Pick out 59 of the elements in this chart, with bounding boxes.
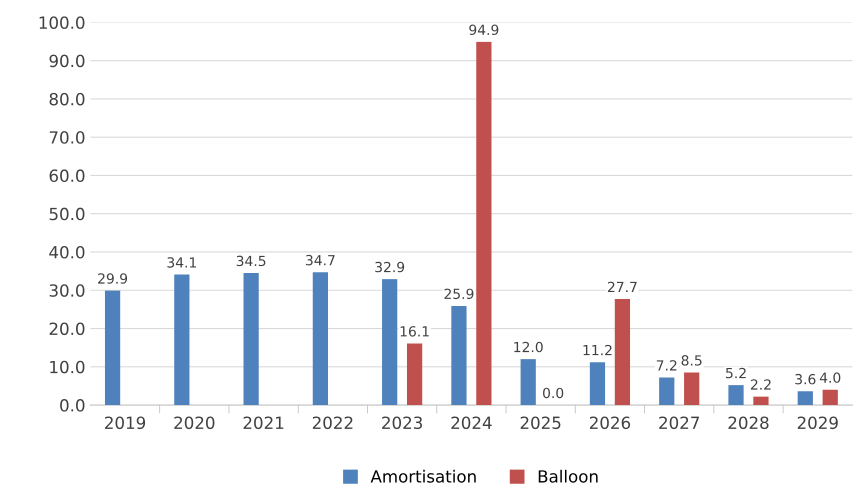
bar (104, 290, 120, 406)
bar (174, 274, 190, 406)
x-tick-label: 2027 (659, 416, 699, 430)
data-label: 8.5 (682, 355, 702, 366)
y-tick-label: 10.0 (50, 360, 84, 374)
data-label: 3.6 (795, 374, 816, 384)
bar (520, 359, 536, 406)
bar (684, 372, 700, 406)
data-label: 34.7 (306, 254, 335, 266)
data-label: 25.9 (444, 288, 474, 300)
x-tick-label: 2022 (312, 416, 352, 430)
bar (312, 272, 328, 406)
x-tick-label: 2028 (728, 416, 769, 430)
bar (753, 396, 769, 406)
bar (728, 385, 744, 406)
y-tick-label: 20.0 (50, 322, 84, 336)
bar (476, 42, 492, 406)
data-label: 34.1 (167, 257, 196, 268)
x-tick-label: 2019 (105, 416, 146, 430)
bar (406, 343, 422, 406)
data-label: 16.1 (400, 326, 429, 337)
x-tick-label: 2024 (451, 416, 492, 430)
y-tick-label: 0.0 (60, 399, 84, 412)
data-label: 94.9 (469, 24, 498, 36)
bar (243, 273, 259, 406)
y-tick-label: 40.0 (49, 246, 84, 259)
bar (614, 299, 630, 406)
data-label: 27.7 (608, 282, 637, 292)
bar (822, 390, 838, 406)
y-tick-label: 90.0 (49, 54, 84, 68)
bar (451, 306, 467, 406)
data-label: 29.9 (98, 273, 128, 284)
data-label: 32.9 (375, 262, 404, 272)
bar (590, 362, 606, 406)
legend-label: Balloon (538, 470, 598, 483)
x-tick-label: 2029 (798, 416, 838, 430)
x-tick-label: 2021 (244, 416, 284, 430)
x-tick-label: 2023 (382, 416, 422, 430)
x-tick-label: 2020 (174, 416, 214, 430)
x-tick-label: 2026 (590, 416, 630, 430)
data-label: 0.0 (543, 388, 564, 398)
bar (798, 391, 813, 406)
y-tick-label: 80.0 (50, 92, 84, 106)
data-label: 7.2 (656, 360, 676, 370)
y-tick-label: 100.0 (40, 16, 84, 29)
legend-label: Amortisation (370, 470, 476, 483)
data-label: 4.0 (820, 372, 840, 383)
data-label: 11.2 (584, 344, 612, 356)
data-label: 5.2 (726, 368, 746, 378)
data-label: 2.2 (750, 379, 771, 390)
y-tick-label: 50.0 (50, 208, 84, 220)
bar (382, 279, 398, 406)
y-tick-label: 70.0 (50, 131, 84, 144)
bar (659, 378, 674, 406)
data-label: 12.0 (514, 342, 543, 352)
y-tick-label: 60.0 (50, 169, 84, 182)
data-label: 34.5 (236, 256, 266, 266)
y-tick-label: 30.0 (50, 284, 84, 297)
x-tick-label: 2025 (520, 416, 560, 430)
